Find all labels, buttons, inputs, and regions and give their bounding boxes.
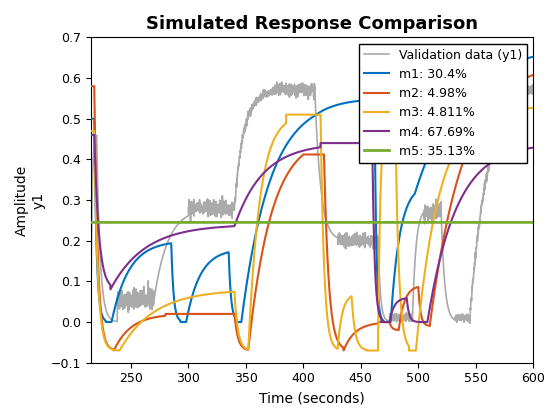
m2: 4.98%: (235, -0.0698): 4.98%: (235, -0.0698) [110, 348, 117, 353]
Line: m1: 30.4%: m1: 30.4% [91, 57, 533, 322]
m2: 4.98%: (363, 0.151): 4.98%: (363, 0.151) [257, 258, 264, 263]
m4: 67.69%: (215, 0.46): 67.69%: (215, 0.46) [87, 132, 94, 137]
m1: 30.4%: (600, 0.652): 30.4%: (600, 0.652) [530, 54, 536, 59]
m5: 35.13%: (259, 0.245): 35.13%: (259, 0.245) [138, 220, 144, 225]
m5: 35.13%: (379, 0.245): 35.13%: (379, 0.245) [276, 220, 283, 225]
m5: 35.13%: (600, 0.245): 35.13%: (600, 0.245) [530, 220, 536, 225]
Title: Simulated Response Comparison: Simulated Response Comparison [146, 15, 478, 33]
m4: 67.69%: (363, 0.357): 67.69%: (363, 0.357) [257, 174, 264, 179]
m4: 67.69%: (259, 0.175): 67.69%: (259, 0.175) [138, 249, 144, 254]
m3: 4.811%: (455, -0.07): 4.811%: (455, -0.07) [363, 348, 370, 353]
m5: 35.13%: (592, 0.245): 35.13%: (592, 0.245) [521, 220, 528, 225]
m1: 30.4%: (363, 0.269): 30.4%: (363, 0.269) [257, 210, 264, 215]
m2: 4.98%: (259, 0.00187): 4.98%: (259, 0.00187) [138, 319, 145, 324]
m3: 4.811%: (282, 0.0427): 4.811%: (282, 0.0427) [164, 302, 171, 307]
m5: 35.13%: (282, 0.245): 35.13%: (282, 0.245) [164, 220, 171, 225]
Validation data (y1) [466, 321, 473, 326]
Y-axis label: Amplitude
y1: Amplitude y1 [15, 164, 45, 236]
X-axis label: Time (seconds): Time (seconds) [259, 391, 365, 405]
m1: 30.4%: (551, 0.586): 30.4%: (551, 0.586) [474, 81, 480, 87]
m4: 67.69%: (379, 0.398): 67.69%: (379, 0.398) [276, 158, 283, 163]
Validation data (y1) [276, 87, 283, 92]
m1: 30.4%: (228, 0): 30.4%: (228, 0) [102, 320, 109, 325]
m3: 4.811%: (215, 0.47): 4.811%: (215, 0.47) [87, 129, 94, 134]
m4: 67.69%: (282, 0.21): 67.69%: (282, 0.21) [164, 234, 171, 239]
Line: m2: 4.98%: m2: 4.98% [91, 75, 533, 350]
Validation data (y1) [87, 320, 94, 325]
Line: m4: 67.69%: m4: 67.69% [91, 135, 533, 322]
m2: 4.98%: (282, 0.02): 4.98%: (282, 0.02) [164, 311, 171, 316]
Validation data (y1) [530, 88, 536, 93]
m1: 30.4%: (282, 0.192): 30.4%: (282, 0.192) [164, 241, 171, 247]
m5: 35.13%: (551, 0.245): 35.13%: (551, 0.245) [473, 220, 480, 225]
m3: 4.811%: (259, 0.000124): 4.811%: (259, 0.000124) [138, 320, 144, 325]
m2: 4.98%: (215, 0.58): 4.98%: (215, 0.58) [87, 84, 94, 89]
m4: 67.69%: (551, 0.361): 67.69%: (551, 0.361) [474, 173, 480, 178]
m2: 4.98%: (593, 0.599): 4.98%: (593, 0.599) [521, 76, 528, 81]
Validation data (y1) [138, 291, 144, 297]
m4: 67.69%: (593, 0.425): 67.69%: (593, 0.425) [521, 147, 528, 152]
m1: 30.4%: (215, 0.5): 30.4%: (215, 0.5) [87, 116, 94, 121]
m4: 67.69%: (468, 0): 67.69%: (468, 0) [378, 320, 385, 325]
m3: 4.811%: (551, 0.488): 4.811%: (551, 0.488) [474, 121, 480, 126]
m5: 35.13%: (215, 0.245): 35.13%: (215, 0.245) [87, 220, 94, 225]
m3: 4.811%: (379, 0.472): 4.811%: (379, 0.472) [276, 127, 283, 132]
m3: 4.811%: (600, 0.526): 4.811%: (600, 0.526) [530, 105, 536, 110]
Validation data (y1) [521, 88, 528, 93]
m1: 30.4%: (379, 0.406): 30.4%: (379, 0.406) [277, 155, 283, 160]
m2: 4.98%: (600, 0.608): 4.98%: (600, 0.608) [530, 72, 536, 77]
m1: 30.4%: (593, 0.647): 30.4%: (593, 0.647) [521, 57, 528, 62]
Line: m3: 4.811%: m3: 4.811% [91, 108, 533, 351]
m3: 4.811%: (363, 0.31): 4.811%: (363, 0.31) [257, 194, 264, 199]
m4: 67.69%: (600, 0.429): 67.69%: (600, 0.429) [530, 145, 536, 150]
m2: 4.98%: (551, 0.475): 4.98%: (551, 0.475) [474, 126, 480, 131]
Validation data (y1) [474, 234, 480, 239]
Legend: Validation data (y1), m1: 30.4%, m2: 4.98%, m3: 4.811%, m4: 67.69%, m5: 35.13%: Validation data (y1), m1: 30.4%, m2: 4.9… [358, 44, 527, 163]
Validation data (y1) [164, 240, 171, 245]
Line: Validation data (y1): Validation data (y1) [91, 82, 533, 323]
m1: 30.4%: (259, 0.165): 30.4%: (259, 0.165) [138, 252, 145, 257]
m2: 4.98%: (379, 0.326): 4.98%: (379, 0.326) [277, 187, 283, 192]
Validation data (y1) [278, 79, 285, 84]
m3: 4.811%: (593, 0.525): 4.811%: (593, 0.525) [521, 106, 528, 111]
Validation data (y1) [257, 94, 264, 99]
m5: 35.13%: (363, 0.245): 35.13%: (363, 0.245) [257, 220, 264, 225]
